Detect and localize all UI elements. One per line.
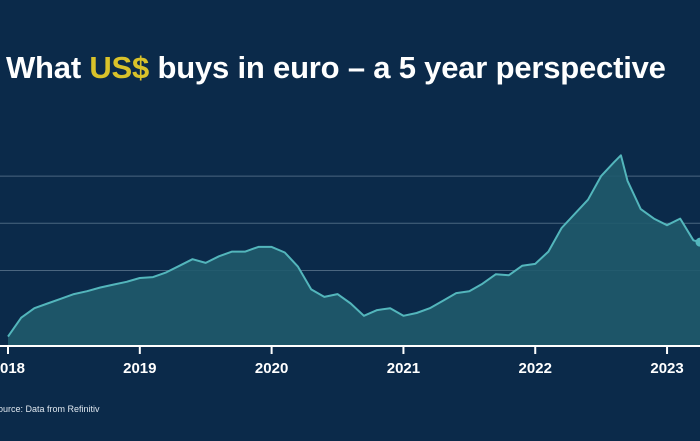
x-tick-label: 2022 — [519, 360, 552, 377]
title-suffix: buys in euro – a 5 year perspective — [149, 50, 666, 85]
chart-title: What US$ buys in euro – a 5 year perspec… — [6, 50, 666, 86]
x-tick-label: 2023 — [650, 360, 683, 377]
title-highlight: US$ — [89, 50, 150, 85]
title-prefix: What — [6, 50, 90, 85]
area-fill — [8, 155, 700, 346]
x-tick-label: 018 — [0, 360, 25, 377]
x-tick-label: 2020 — [255, 360, 288, 377]
x-axis-ticks: 018 2019 2020 2021 2022 2023 — [0, 346, 684, 377]
x-tick-label: 2021 — [387, 360, 420, 377]
end-point-marker — [695, 237, 700, 247]
source-note: ource: Data from Refinitiv — [0, 404, 100, 414]
x-tick-label: 2019 — [123, 360, 156, 377]
series-line — [7, 154, 700, 338]
